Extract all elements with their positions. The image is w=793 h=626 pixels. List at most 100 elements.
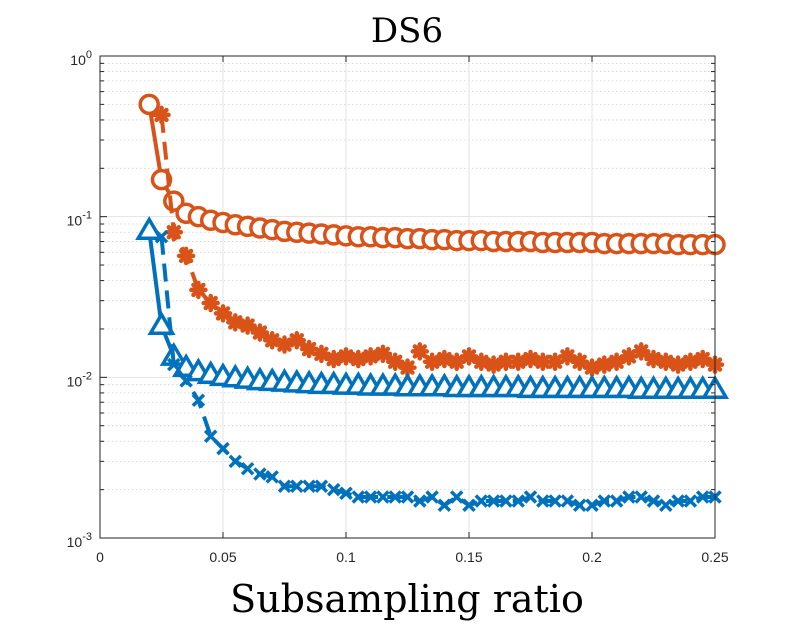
plot-area [100,56,715,538]
series-layer [135,93,730,512]
data-point-cross [339,486,353,500]
cross-stroke [228,454,243,469]
data-point-cross [659,498,673,512]
cross-stroke [425,490,439,504]
cross-stroke [523,490,538,504]
data-point-cross [585,498,599,512]
data-point-star [447,352,466,372]
star-core [588,363,596,372]
cross-stroke [376,490,390,504]
data-point-cross [413,494,427,508]
y-tick-labels: 10-3 10-2 10-1 100 [67,49,92,550]
data-point-cross [400,490,415,504]
data-point-cross [376,490,390,504]
star-core [354,355,363,364]
star-core [194,285,203,294]
cross-stroke [413,494,427,508]
data-point-star [201,293,220,313]
data-point-star [287,331,307,350]
star-core [206,299,215,308]
data-point-cross [228,454,243,469]
x-tick-label: 0.2 [582,549,602,565]
cross-stroke [511,494,525,508]
data-point-cross [572,498,587,512]
cross-stroke [339,486,353,500]
star-core [182,251,191,260]
star-core [526,355,535,364]
data-point-cross [474,494,489,508]
cross-stroke [191,393,206,407]
plot-frame [99,55,716,539]
cross-stroke [683,494,698,508]
data-point-star [299,339,319,359]
cross-stroke [154,230,169,244]
cross-stroke [277,479,292,493]
data-point-cross [462,498,476,512]
cross-stroke [253,467,267,481]
x-tick-label: 0.25 [701,549,728,565]
star-core [514,357,523,366]
data-point-cross [683,494,698,508]
data-point-cross [363,490,378,504]
data-point-star [152,105,171,125]
data-point-cross [695,490,710,504]
star-core [674,360,683,369]
cross-stroke [499,494,513,508]
data-point-star [361,347,380,366]
cross-stroke [634,490,648,504]
data-point-star [398,358,417,377]
y-tick-label: 10-3 [67,531,92,550]
cross-stroke [290,479,304,493]
data-point-cross [437,498,452,512]
star-core [169,228,178,237]
star-core [440,355,449,364]
chart-title: DS6 [371,11,443,51]
data-point-cross [154,230,169,244]
cross-stroke [388,490,402,504]
data-point-star [250,323,270,342]
cross-stroke [474,494,489,508]
star-core [280,340,289,349]
star-core [637,347,646,356]
star-core [391,357,400,366]
star-core [477,357,486,366]
star-core [698,355,707,364]
data-point-star [619,347,639,366]
star-core [489,360,498,369]
cross-stroke [314,479,329,493]
star-core [551,357,560,366]
cross-stroke [572,498,587,512]
data-point-cross [326,482,341,497]
data-point-star [189,280,208,300]
star-core [415,347,424,356]
star-core [452,357,461,366]
data-point-star [631,342,651,361]
cross-stroke [536,494,550,508]
star-core [600,360,609,369]
cross-stroke [265,470,279,484]
data-point-cross [486,494,501,508]
x-axis-label: Subsampling ratio [230,577,584,621]
data-point-star [668,355,688,374]
data-point-star [262,331,282,350]
cross-stroke [622,490,636,504]
star-core [255,328,264,337]
data-point-triangle [147,311,176,336]
star-core [305,345,314,354]
x-tick-label: 0 [96,549,104,565]
star-core [428,357,437,366]
data-point-star [213,304,233,323]
data-point-cross [560,494,575,508]
star-core [649,355,658,364]
data-point-star [607,352,626,372]
data-point-star [570,352,589,372]
data-point-star [472,352,491,372]
cross-stroke [646,494,661,508]
star-core [366,352,375,361]
data-point-cross [179,374,193,388]
data-point-cross [499,494,513,508]
data-point-cross [646,494,661,508]
data-point-cross [425,490,439,504]
star-core [157,110,166,119]
data-point-cross [277,479,292,493]
